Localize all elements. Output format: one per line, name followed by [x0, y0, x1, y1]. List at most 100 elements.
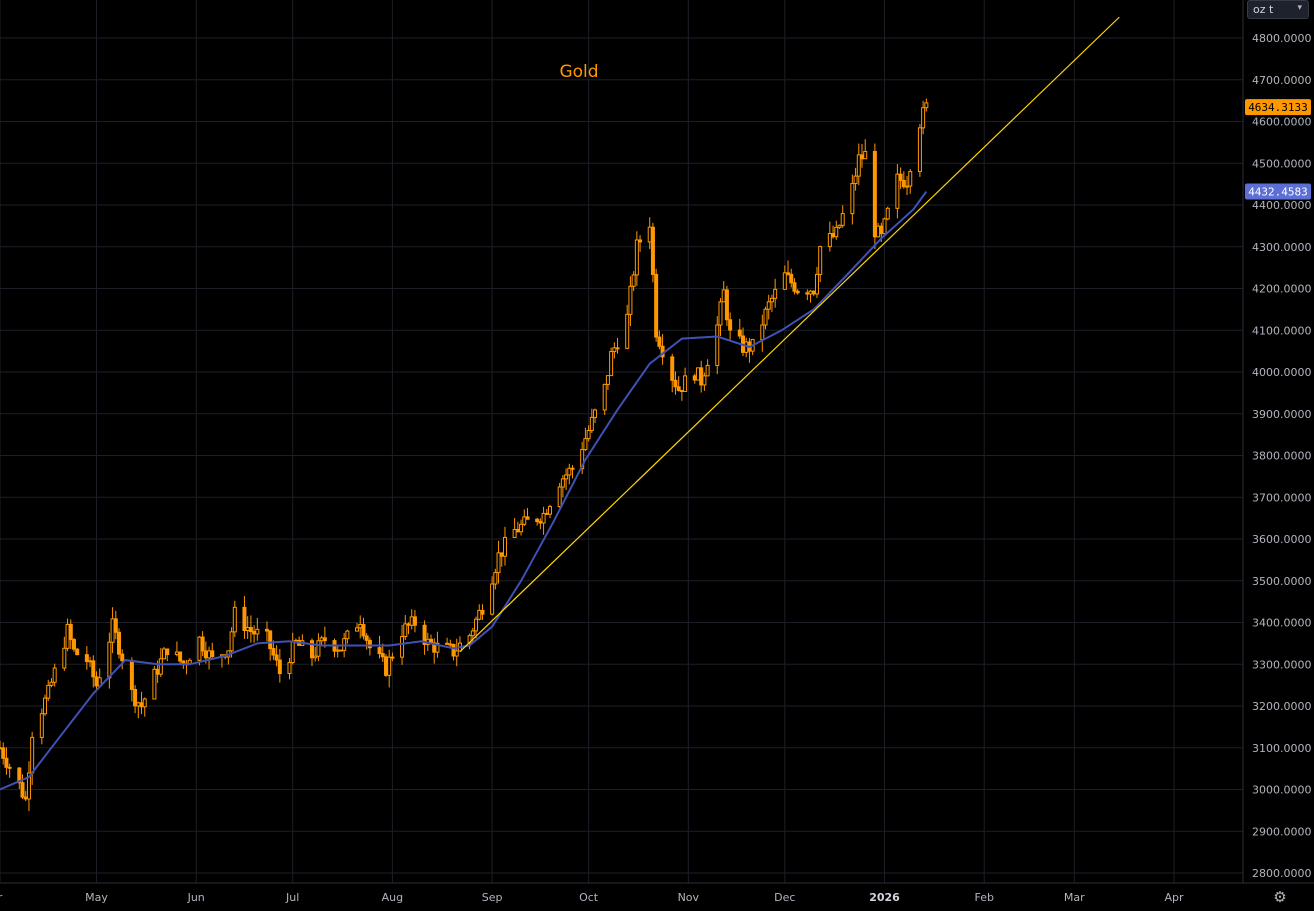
candle-body: [628, 285, 633, 315]
candle-body: [367, 639, 372, 649]
candle-body: [46, 684, 51, 699]
candle-body: [4, 757, 9, 768]
candle-body: [84, 654, 89, 663]
candle-body: [496, 552, 501, 574]
candle-body: [210, 650, 215, 657]
candle-body: [625, 313, 630, 349]
candle-body: [242, 606, 247, 632]
candle-body: [856, 154, 861, 177]
candle-body: [271, 648, 276, 656]
candle-body: [724, 289, 729, 321]
candle-body: [541, 512, 546, 524]
candle-body: [763, 308, 768, 326]
candle-body: [805, 292, 810, 295]
candle-body: [657, 336, 662, 347]
candle-body: [255, 628, 260, 635]
candle-body: [567, 467, 572, 476]
candle-body: [863, 150, 868, 160]
candle-body: [422, 624, 427, 645]
candle-body: [252, 631, 257, 635]
unit-selector-button[interactable]: oz t ▾: [1247, 0, 1309, 19]
candle-body: [445, 642, 450, 645]
candle-body: [165, 648, 170, 656]
gear-icon[interactable]: ⚙: [1273, 888, 1287, 906]
candle-body: [383, 656, 388, 676]
candle-body: [88, 660, 93, 663]
candle-body: [789, 273, 794, 284]
price-axis[interactable]: 4800.0000 4700.0000 4600.0000 4500.0000 4400…: [1252, 32, 1312, 880]
candle-body: [560, 478, 565, 488]
y-tick-label: 3900.0000: [1252, 408, 1312, 421]
candle-body: [477, 609, 482, 620]
x-tick-label: Feb: [974, 891, 993, 904]
candle-body: [615, 347, 620, 350]
candle-body: [152, 668, 157, 700]
candle-body: [548, 506, 553, 515]
candle-body: [921, 107, 926, 129]
y-tick-label: 4700.0000: [1252, 74, 1312, 87]
candle-body: [49, 681, 54, 686]
candle-body: [380, 653, 385, 658]
x-tick-label: Mar: [1064, 891, 1085, 904]
trendline[interactable]: [459, 16, 1120, 653]
moving-average-label-bg: [1245, 183, 1311, 200]
candle-body: [515, 528, 520, 533]
candle-body: [773, 288, 778, 299]
time-axis[interactable]: r May Jun Jul Aug Sep Oct Nov Dec 2026 Feb Mar Apr: [0, 891, 1184, 904]
candle-body: [277, 659, 282, 675]
candle-body: [502, 536, 507, 557]
candle-body: [580, 449, 585, 470]
candle-body: [612, 347, 617, 353]
candle-body: [876, 225, 881, 238]
candle-body: [860, 154, 865, 160]
candle-body: [335, 649, 340, 652]
x-tick-label: Nov: [678, 891, 700, 904]
candle-body: [200, 636, 205, 652]
candle-body: [274, 654, 279, 661]
candle-body: [519, 523, 524, 533]
chart-title: Gold: [559, 62, 598, 82]
candle-body: [113, 618, 118, 633]
candle-body: [721, 289, 726, 303]
candle-body: [120, 653, 125, 662]
candle-body: [589, 416, 594, 432]
candle-body: [586, 430, 591, 440]
candle-body: [631, 274, 636, 287]
candle-body: [673, 379, 678, 388]
candle-body: [583, 438, 588, 451]
candle-body: [1, 747, 6, 759]
candle-body: [268, 630, 273, 650]
x-tick-label: Jul: [285, 891, 299, 904]
candle-body: [110, 618, 115, 643]
candle-body: [454, 650, 459, 657]
candle-body: [760, 324, 765, 340]
candle-body: [203, 650, 208, 659]
candle-body: [850, 182, 855, 215]
candle-body: [290, 640, 295, 664]
candle-body: [287, 662, 292, 675]
candle-body: [133, 689, 138, 707]
candle-body: [853, 175, 858, 184]
candle-body: [901, 179, 906, 188]
y-tick-label: 3000.0000: [1252, 784, 1312, 797]
candle-body: [702, 375, 707, 386]
candle-body: [17, 767, 22, 784]
candle-body: [136, 702, 141, 707]
x-tick-label: Dec: [774, 891, 795, 904]
last-price-label-bg: [1245, 99, 1311, 116]
candle-body: [917, 127, 922, 173]
y-tick-label: 4800.0000: [1252, 32, 1312, 45]
price-labels: 4634.3133 4432.4583: [1245, 99, 1311, 200]
candle-body: [155, 668, 160, 675]
candle-body: [139, 702, 144, 708]
x-tick-label: Jun: [187, 891, 205, 904]
candle-body: [670, 356, 675, 381]
candle-body: [638, 239, 643, 243]
candle-body: [361, 624, 366, 637]
candle-body: [557, 486, 562, 508]
candle-body: [91, 660, 96, 678]
candlestick-series: [0, 98, 929, 812]
candle-body: [692, 375, 697, 381]
candle-body: [412, 616, 417, 626]
